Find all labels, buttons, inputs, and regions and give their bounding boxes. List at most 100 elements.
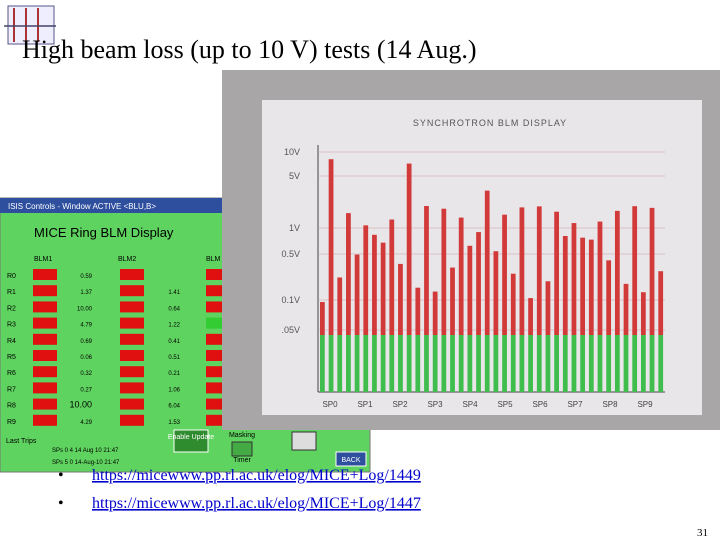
- photo-bar-green: [406, 335, 412, 392]
- blm1-value: 4.79: [80, 323, 92, 329]
- photo-bar-red: [424, 206, 429, 335]
- photo-bar-red: [484, 190, 490, 335]
- photo-bar-green: [545, 335, 551, 392]
- masking: Masking: [229, 432, 255, 439]
- photo-bar-red: [649, 207, 655, 335]
- enable-update-button[interactable]: [173, 429, 209, 453]
- photo-bar-red: [606, 260, 612, 335]
- photo-bar-green: [649, 335, 655, 392]
- photo-bar-green: [415, 335, 421, 392]
- indicator: [206, 366, 222, 378]
- photo-bar-green: [597, 335, 603, 392]
- photo-bar-red: [623, 283, 629, 335]
- photo-bar-red: [510, 273, 516, 335]
- photo-bar-green: [337, 335, 343, 392]
- photo-bar-green: [458, 335, 464, 392]
- sector-label: SP5: [497, 400, 513, 409]
- page-number: 31: [697, 527, 708, 539]
- slide-title: High beam loss (up to 10 V) tests (14 Au…: [22, 35, 477, 64]
- photo-bar-red: [441, 208, 447, 335]
- screen: [262, 100, 702, 415]
- bullet: •: [58, 495, 64, 512]
- photo-bar-green: [580, 335, 586, 392]
- sector-label: SP8: [602, 400, 618, 409]
- indicator: [33, 317, 57, 329]
- photo-bar-red: [467, 245, 473, 335]
- photo-bar-green: [519, 335, 525, 392]
- photo-bar-green: [320, 335, 325, 392]
- sector-label: SP7: [567, 400, 583, 409]
- level-label: 1V: [289, 223, 300, 233]
- blm2-value: 1.06: [168, 387, 180, 393]
- enable-update: Enable Update: [168, 434, 214, 441]
- photo-bar-green: [606, 335, 612, 392]
- level-label: 5V: [289, 171, 300, 181]
- indicator: [120, 398, 144, 410]
- photo-bar-red: [432, 291, 438, 335]
- photo-bar-green: [502, 335, 507, 392]
- indicator: [206, 285, 222, 297]
- indicator: [33, 285, 57, 297]
- indicator: [206, 350, 222, 361]
- indicator: [206, 382, 222, 394]
- photo-bar-green: [562, 335, 568, 392]
- column-header: BLM2: [118, 256, 136, 263]
- link[interactable]: https://micewww.pp.rl.ac.uk/elog/MICE+Lo…: [92, 495, 421, 512]
- photo: SYNCHROTRON BLM DISPLAY 10V 5V 1V 0.5V 0.1V.…: [222, 70, 720, 430]
- photo-bar-green: [389, 335, 395, 392]
- blm2-value: 6.04: [168, 404, 180, 410]
- window-title: ISIS Controls - Window ACTIVE <BLU,B>: [8, 202, 156, 211]
- sector-label: SP4: [462, 400, 478, 409]
- photo-bar-red: [389, 219, 395, 335]
- photo-bar-red: [632, 206, 638, 335]
- photo-bar-red: [354, 254, 360, 335]
- level-label: 0.1V: [281, 295, 300, 305]
- photo-bar-green: [372, 335, 377, 392]
- indicator: [33, 398, 57, 410]
- blm1-value: 0.27: [80, 387, 92, 393]
- photo-bar-red: [320, 302, 325, 335]
- row-label: R5: [7, 354, 16, 361]
- photo-bar-red: [450, 267, 455, 335]
- blm2-value: 0.64: [168, 306, 180, 312]
- photo-bar-red: [415, 287, 421, 335]
- photo-bar-green: [614, 335, 620, 392]
- indicator: [206, 414, 222, 426]
- sector-label: SP6: [532, 400, 548, 409]
- sector-label: SP3: [427, 400, 443, 409]
- timer-icon[interactable]: [231, 441, 253, 457]
- back-button[interactable]: [335, 451, 367, 467]
- row-label: R3: [7, 322, 16, 329]
- blm1-value: 0.59: [80, 274, 92, 280]
- photo-bar-red: [493, 251, 499, 335]
- level-label: 0.5V: [281, 249, 300, 259]
- logo: [4, 5, 56, 45]
- column-header: BLM1: [34, 256, 52, 263]
- blm1-value: 0.06: [80, 355, 92, 361]
- indicator: [206, 398, 222, 410]
- photo-bar-red: [545, 281, 551, 335]
- photo-bar-green: [528, 335, 533, 392]
- blm1-value: 0.32: [80, 371, 92, 377]
- photo-bar-green: [510, 335, 516, 392]
- photo-bar-green: [632, 335, 638, 392]
- link[interactable]: https://micewww.pp.rl.ac.uk/elog/MICE+Lo…: [92, 467, 421, 484]
- photo-bar-red: [562, 236, 568, 335]
- row-label: R7: [7, 386, 16, 393]
- indicator: [33, 301, 57, 313]
- blm1-value: 0.69: [80, 339, 92, 345]
- photo-bar-red: [536, 206, 542, 335]
- photo-bar-green: [432, 335, 438, 392]
- photo-bar-red: [597, 221, 603, 335]
- row-label: R2: [7, 305, 16, 312]
- indicator: [120, 269, 144, 280]
- sector-label: SP9: [637, 400, 653, 409]
- blm2-value: 1.22: [168, 323, 180, 329]
- indicator: [120, 414, 144, 426]
- indicator: [206, 333, 222, 345]
- photo-bar-red: [346, 213, 351, 335]
- photo-bar-green: [467, 335, 473, 392]
- photo-bar-green: [554, 335, 559, 392]
- photo-bar-green: [484, 335, 490, 392]
- photo-bar-green: [536, 335, 542, 392]
